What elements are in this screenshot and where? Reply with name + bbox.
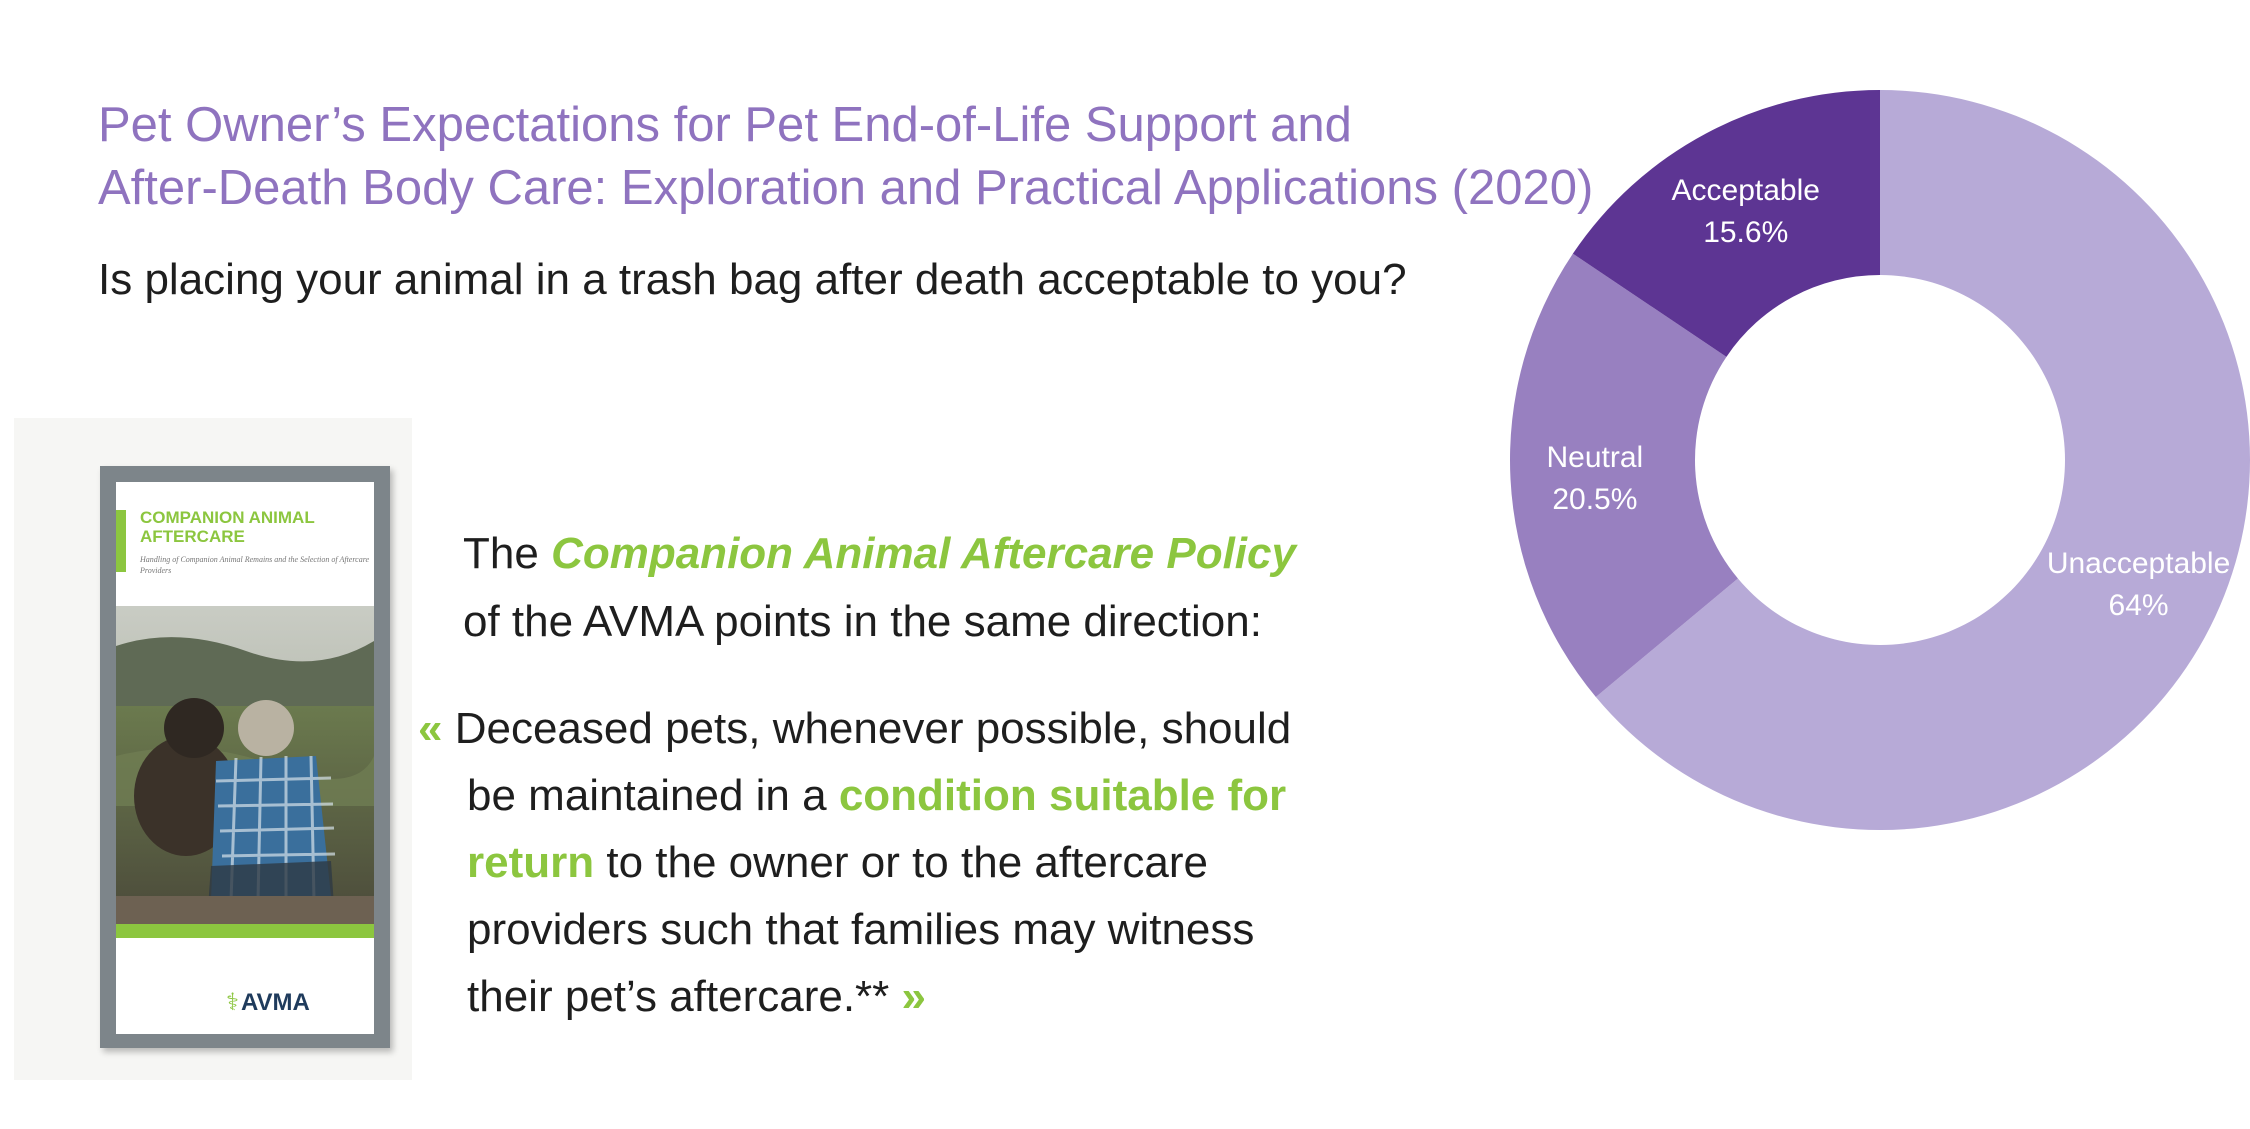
quote-open-mark: « bbox=[418, 704, 443, 753]
slice-value-label: 15.6% bbox=[1703, 216, 1788, 249]
quote-highlight-1: condition suitable for bbox=[838, 771, 1287, 820]
caduceus-icon: ⚕ bbox=[226, 989, 239, 1016]
donut-slice-unacceptable bbox=[1595, 90, 2250, 830]
brochure-green-stripe bbox=[116, 924, 374, 938]
slice-label-unacceptable: Unacceptable 64% bbox=[2047, 547, 2230, 622]
quote-line-2: be maintained in a condition suitable fo… bbox=[418, 762, 1378, 829]
avma-logo: ⚕AVMA bbox=[226, 988, 310, 1017]
brochure-page: COMPANION ANIMAL AFTERCARE Handling of C… bbox=[116, 482, 374, 1034]
slice-label-neutral: Neutral 20.5% bbox=[1547, 441, 1644, 516]
slice-value-label: 20.5% bbox=[1552, 483, 1637, 516]
brochure-cover: COMPANION ANIMAL AFTERCARE Handling of C… bbox=[100, 466, 390, 1048]
policy-intro-line-2: of the AVMA points in the same direction… bbox=[463, 597, 1262, 646]
slice-category-label: Neutral bbox=[1547, 441, 1644, 474]
avma-logo-text: AVMA bbox=[240, 989, 310, 1016]
survey-question: Is placing your animal in a trash bag af… bbox=[98, 255, 1407, 304]
brochure-photo bbox=[116, 606, 374, 924]
quote-line-5-text: their pet’s aftercare.** bbox=[467, 972, 890, 1021]
donut-slice-acceptable bbox=[1572, 90, 1880, 357]
slice-label-acceptable: Acceptable 15.6% bbox=[1672, 174, 1820, 249]
quote-close-mark: » bbox=[901, 972, 927, 1021]
slice-value-label: 64% bbox=[2109, 589, 2169, 622]
donut-slice-neutral bbox=[1510, 253, 1738, 697]
policy-intro-prefix: The bbox=[463, 529, 539, 578]
brochure-title: COMPANION ANIMAL AFTERCARE bbox=[140, 508, 370, 546]
quote-line-1: « Deceased pets, whenever possible, shou… bbox=[418, 695, 1378, 762]
brochure-accent-bar bbox=[116, 510, 126, 572]
slice-category-label: Unacceptable bbox=[2047, 547, 2230, 580]
quote-line-3-text: to the owner or to the aftercare bbox=[606, 838, 1209, 887]
policy-intro-line-1: The Companion Animal Aftercare Policy bbox=[463, 520, 1296, 588]
quote-line-5: their pet’s aftercare.** » bbox=[418, 963, 1378, 1030]
slide-title: Pet Owner’s Expectations for Pet End-of-… bbox=[98, 94, 1618, 220]
brochure-title-line-2: AFTERCARE bbox=[140, 527, 245, 546]
policy-intro: The Companion Animal Aftercare Policy of… bbox=[463, 520, 1296, 656]
slide-title-line-2: After-Death Body Care: Exploration and P… bbox=[98, 161, 1594, 215]
quote-line-3: return to the owner or to the aftercare bbox=[418, 829, 1378, 896]
brochure-subtitle: Handling of Companion Animal Remains and… bbox=[140, 555, 370, 575]
quote-line-4: providers such that families may witness bbox=[467, 905, 1255, 954]
quote-line-1-text: Deceased pets, whenever possible, should bbox=[454, 704, 1292, 753]
donut-chart: Unacceptable 64% Neutral 20.5% Acceptable 15.… bbox=[1510, 90, 2250, 830]
quote-line-2-text: be maintained in a bbox=[467, 771, 827, 820]
policy-name: Companion Animal Aftercare Policy bbox=[551, 529, 1296, 578]
policy-quote: « Deceased pets, whenever possible, shou… bbox=[418, 695, 1378, 1030]
brochure-title-line-1: COMPANION ANIMAL bbox=[140, 508, 315, 527]
slice-category-label: Acceptable bbox=[1672, 174, 1820, 207]
slide-title-line-1: Pet Owner’s Expectations for Pet End-of-… bbox=[98, 98, 1352, 152]
quote-highlight-2: return bbox=[467, 838, 595, 887]
brochure-image: COMPANION ANIMAL AFTERCARE Handling of C… bbox=[14, 418, 412, 1080]
